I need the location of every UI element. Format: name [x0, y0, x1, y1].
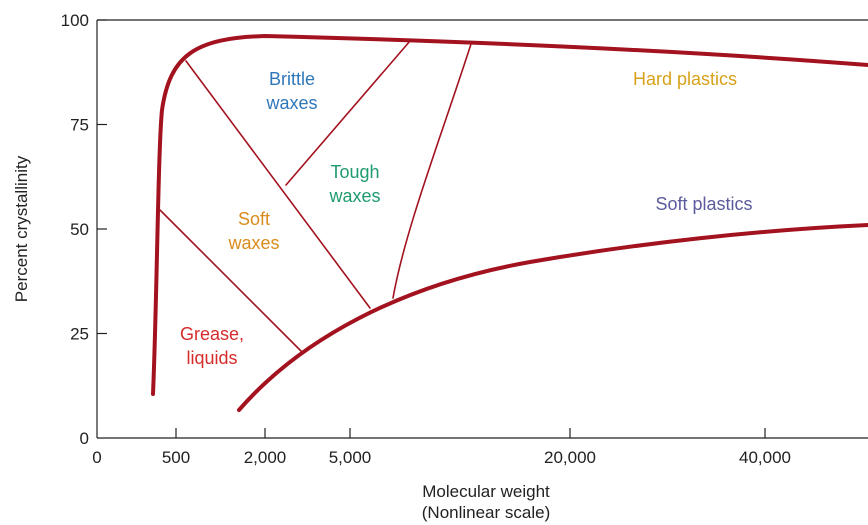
grease-soft-waxes-boundary: [159, 209, 303, 353]
upper-boundary-curve: [151, 33, 868, 396]
y-tick: 50: [70, 220, 107, 239]
x-tick-label: 0: [92, 448, 101, 467]
brittle-soft-waxes-boundary: [185, 60, 371, 309]
region-label-tough-waxes: Tough waxes: [328, 162, 380, 206]
region-boundaries: [151, 33, 868, 412]
region-label-brittle-waxes: Brittle waxes: [265, 69, 317, 113]
y-tick: 100: [61, 11, 107, 30]
brittle-tough-waxes-boundary: [285, 40, 411, 186]
x-tick: 20,000: [544, 428, 596, 467]
x-tick: 5,000: [329, 428, 372, 467]
tough-waxes-hard-plastics-boundary: [392, 43, 472, 299]
y-tick: 25: [70, 325, 107, 344]
region-label-grease-liquids: Grease, liquids: [180, 324, 244, 368]
x-tick-label: 5,000: [329, 448, 372, 467]
y-tick-label: 100: [61, 11, 89, 30]
x-ticks: 0 500 2,000 5,000 20,000 40,000: [92, 428, 791, 467]
x-tick-label: 20,000: [544, 448, 596, 467]
y-tick-label: 50: [70, 220, 89, 239]
x-axis-note: (Nonlinear scale): [422, 503, 551, 522]
region-label-soft-plastics: Soft plastics: [655, 194, 752, 214]
x-tick: 40,000: [739, 428, 791, 467]
region-label-soft-waxes: Soft waxes: [227, 209, 279, 253]
y-tick-label: 75: [70, 116, 89, 135]
x-tick-label: 40,000: [739, 448, 791, 467]
axes: [96, 19, 868, 439]
region-label-hard-plastics: Hard plastics: [633, 69, 737, 89]
y-tick: 75: [70, 116, 107, 135]
x-tick: 2,000: [244, 428, 287, 467]
y-tick-label: 0: [80, 429, 89, 448]
y-ticks: 0 25 50 75 100: [61, 11, 107, 448]
x-tick: 0: [92, 448, 101, 467]
region-labels: Brittle waxes Hard plastics Tough waxes Soft …: [180, 69, 753, 368]
x-axis-title: Molecular weight: [422, 482, 550, 501]
y-tick-label: 25: [70, 325, 89, 344]
y-axis-title: Percent crystallinity: [12, 155, 31, 302]
y-tick: 0: [80, 429, 89, 448]
soft-plastics-boundary-curve: [237, 223, 868, 412]
x-tick: 500: [162, 428, 190, 467]
x-tick-label: 500: [162, 448, 190, 467]
x-tick-label: 2,000: [244, 448, 287, 467]
